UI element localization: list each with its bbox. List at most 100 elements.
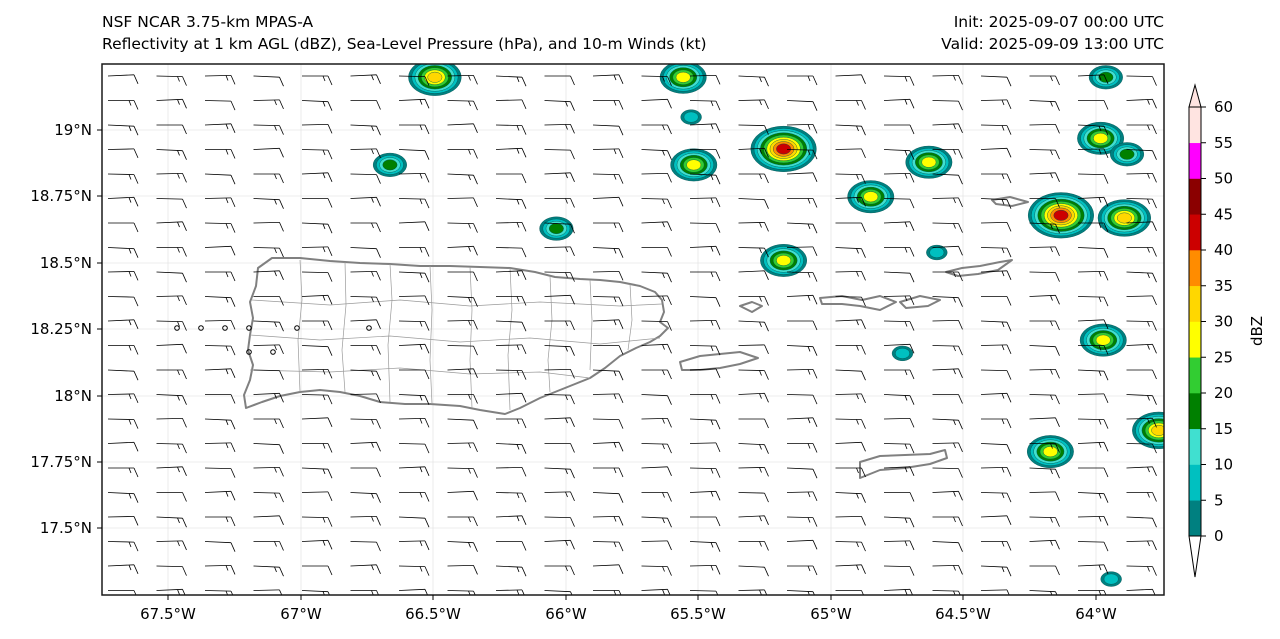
wind-barb xyxy=(107,296,139,307)
wind-barb xyxy=(107,74,139,84)
echo-contour xyxy=(863,191,879,203)
wind-barb xyxy=(884,369,915,380)
wind-barb xyxy=(398,588,428,595)
wind-barb xyxy=(107,418,139,429)
colorbar-over-extension xyxy=(1188,83,1202,108)
wind-barb xyxy=(544,491,575,502)
wind-barb xyxy=(301,467,333,479)
wind-barb xyxy=(302,443,333,453)
lat-tick-label: 18.5°N xyxy=(40,254,92,272)
wind-barb xyxy=(496,173,527,184)
wind-barb xyxy=(835,492,866,503)
wind-barb xyxy=(1126,343,1157,354)
echo-cell xyxy=(891,345,914,361)
slp-contours xyxy=(174,325,372,355)
wind-barb xyxy=(398,221,430,231)
wind-barb xyxy=(787,443,818,453)
wind-barb xyxy=(1077,271,1109,281)
wind-barb xyxy=(447,442,478,453)
colorbar-segment xyxy=(1189,464,1201,501)
colorbar-segment xyxy=(1189,214,1201,251)
wind-barb xyxy=(1078,222,1109,233)
wind-barb xyxy=(156,443,187,454)
wind-barb xyxy=(641,588,671,595)
wind-barb xyxy=(835,467,866,478)
wind-barb xyxy=(593,345,624,355)
wind-barb xyxy=(544,590,573,595)
wind-barb xyxy=(107,492,139,503)
wind-barb xyxy=(689,222,721,233)
lon-tick-label: 65.5°W xyxy=(670,605,726,623)
wind-barb xyxy=(253,173,284,184)
wind-barb xyxy=(1126,75,1157,86)
wind-barb xyxy=(350,564,381,574)
wind-barb xyxy=(786,271,818,282)
wind-barb xyxy=(544,246,575,257)
wind-barb xyxy=(495,75,527,87)
wind-barb xyxy=(835,100,866,110)
wind-barb xyxy=(544,345,575,356)
wind-barb xyxy=(544,320,575,331)
wind-barb xyxy=(641,540,672,551)
wind-barb xyxy=(301,172,333,182)
wind-barb xyxy=(447,245,478,256)
wind-barb xyxy=(1126,320,1157,331)
wind-barb xyxy=(1029,222,1060,234)
wind-barb xyxy=(738,270,769,280)
wind-barb xyxy=(253,124,284,135)
echo-contour xyxy=(1103,573,1119,585)
echo-contour xyxy=(895,347,910,359)
wind-barb xyxy=(641,394,672,405)
wind-barb xyxy=(786,100,818,111)
colorbar-tick-label: 60 xyxy=(1214,98,1233,116)
wind-barb xyxy=(204,490,236,501)
wind-barb xyxy=(932,590,961,595)
wind-barb xyxy=(302,75,333,86)
wind-barb xyxy=(689,467,721,478)
wind-barb xyxy=(156,124,187,135)
wind-barb xyxy=(544,75,575,86)
lon-tick-label: 64.5°W xyxy=(935,605,991,623)
wind-barb xyxy=(932,173,963,185)
wind-barb xyxy=(495,124,527,135)
echo-cell xyxy=(905,145,953,179)
wind-barb xyxy=(883,565,915,576)
wind-barb xyxy=(980,492,1012,503)
wind-barb xyxy=(1126,369,1157,380)
wind-barb xyxy=(932,245,963,256)
wind-barb xyxy=(398,98,430,109)
wind-barb xyxy=(641,247,672,257)
wind-barb xyxy=(690,271,721,282)
wind-barb xyxy=(447,590,476,595)
wind-barb xyxy=(156,98,187,109)
wind-barb xyxy=(592,441,624,452)
echo-contour xyxy=(1119,148,1135,160)
wind-barb xyxy=(883,173,915,183)
wind-barb xyxy=(1077,393,1109,404)
wind-barb xyxy=(204,368,236,378)
wind-barb xyxy=(447,197,478,208)
lat-tick-label: 17.75°N xyxy=(30,453,92,471)
wind-barb xyxy=(883,343,915,354)
wind-barb xyxy=(980,565,1012,577)
wind-barb xyxy=(544,198,575,208)
wind-barb xyxy=(641,466,672,476)
wind-barb xyxy=(253,320,284,332)
wind-barb xyxy=(689,245,721,256)
wind-barb xyxy=(641,492,672,502)
wind-barb xyxy=(495,515,527,525)
wind-barb xyxy=(495,147,527,158)
echo-cell xyxy=(539,216,574,241)
wind-barb xyxy=(689,490,721,501)
wind-barb xyxy=(447,368,478,378)
wind-barb xyxy=(447,123,478,133)
wind-barb xyxy=(1126,540,1157,551)
wind-barb xyxy=(883,320,915,331)
wind-barb xyxy=(835,319,866,329)
wind-barb xyxy=(544,539,575,550)
wind-barb xyxy=(786,345,818,356)
wind-barb xyxy=(398,271,430,283)
wind-barb xyxy=(301,417,333,427)
wind-barb xyxy=(398,540,430,551)
wind-barb xyxy=(835,590,864,595)
